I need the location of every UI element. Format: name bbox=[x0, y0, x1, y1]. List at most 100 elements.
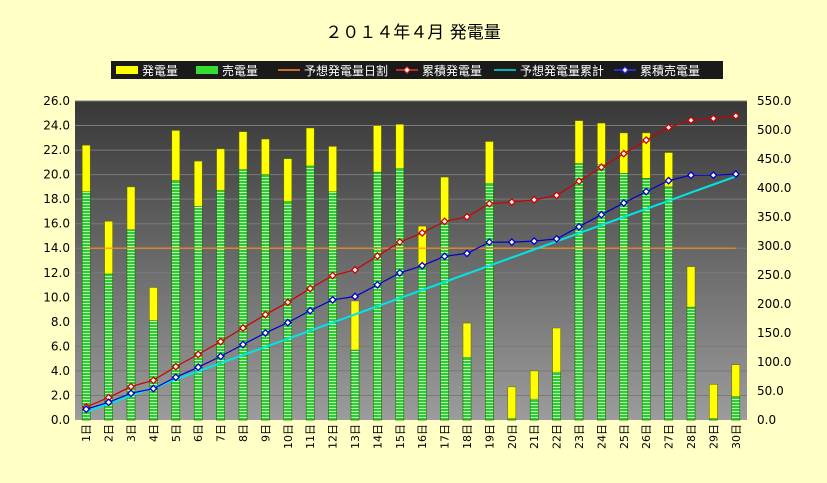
x-tick-label: 27日 bbox=[663, 424, 676, 449]
bar-sold bbox=[395, 168, 405, 421]
bar-sold bbox=[216, 190, 225, 421]
bar-sold bbox=[641, 178, 651, 421]
legend-label: 累積売電量 bbox=[640, 63, 700, 78]
marker-red bbox=[306, 284, 315, 293]
x-tick-label: 2日 bbox=[103, 424, 116, 442]
bar-sold bbox=[731, 396, 741, 421]
marker-red bbox=[194, 350, 203, 359]
line-red bbox=[85, 115, 736, 408]
marker-red bbox=[552, 191, 561, 200]
legend-marker bbox=[621, 66, 629, 74]
marker-red bbox=[507, 197, 516, 207]
right-tick-label: 100.0 bbox=[757, 355, 791, 369]
right-axis: 0.0 50.0 100.0 150.0 200.0 250.0 300.0 350.0 400… bbox=[757, 94, 791, 427]
x-tick-label: 25日 bbox=[618, 424, 631, 449]
bar-sold bbox=[529, 398, 539, 421]
marker-blue bbox=[597, 210, 606, 219]
marker-blue bbox=[440, 252, 449, 261]
right-tick-label: 300.0 bbox=[757, 239, 791, 253]
x-tick-label: 26日 bbox=[640, 424, 653, 449]
marker-blue bbox=[171, 373, 180, 382]
bar-sold bbox=[261, 174, 270, 421]
x-tick-label: 21日 bbox=[528, 424, 541, 449]
bar-sold bbox=[664, 186, 673, 421]
marker-red bbox=[530, 195, 539, 204]
x-tick-label: 17日 bbox=[439, 424, 452, 449]
bar-sold bbox=[149, 320, 158, 421]
x-tick-label: 15日 bbox=[394, 424, 407, 449]
x-tick-label: 3日 bbox=[125, 424, 138, 442]
bar-sold bbox=[440, 220, 449, 421]
marker-red bbox=[261, 310, 270, 319]
bar-sold bbox=[485, 182, 494, 421]
bar-sold bbox=[686, 306, 696, 421]
x-axis: 1日 2日 3日 4日 5日 6日 7日 8日 9日 10日 11日 12日 13日 14日 15日 16日 1… bbox=[80, 424, 743, 449]
x-tick-label: 1日 bbox=[80, 424, 93, 442]
marker-blue bbox=[619, 198, 628, 208]
legend-label: 予想発電量日割 bbox=[304, 63, 388, 78]
right-tick-label: 0.0 bbox=[757, 413, 776, 427]
series-lines bbox=[85, 115, 737, 413]
legend-swatch bbox=[116, 66, 138, 74]
marker-blue bbox=[306, 306, 315, 315]
bar-sold bbox=[283, 201, 293, 421]
x-tick-label: 23日 bbox=[573, 424, 586, 449]
legend-label: 売電量 bbox=[222, 63, 258, 78]
x-tick-label: 13日 bbox=[349, 424, 362, 449]
bar-sold bbox=[574, 163, 584, 421]
x-tick-label: 4日 bbox=[147, 424, 160, 442]
legend-label: 予想発電量累計 bbox=[520, 63, 604, 78]
x-tick-label: 28日 bbox=[685, 424, 698, 449]
marker-red bbox=[485, 199, 494, 208]
left-tick-label: 14.0 bbox=[43, 241, 70, 255]
marker-blue bbox=[731, 169, 740, 179]
right-tick-label: 450.0 bbox=[757, 152, 791, 166]
right-tick-label: 200.0 bbox=[757, 297, 791, 311]
left-tick-label: 22.0 bbox=[43, 143, 70, 157]
marker-red bbox=[149, 376, 158, 385]
marker-blue bbox=[328, 295, 337, 304]
bar-sold bbox=[104, 273, 113, 421]
left-tick-label: 18.0 bbox=[43, 192, 70, 206]
plot-area bbox=[75, 101, 747, 420]
x-tick-label: 8日 bbox=[237, 424, 250, 442]
marker-blue bbox=[238, 340, 248, 349]
marker-blue bbox=[126, 389, 136, 398]
marker-red bbox=[283, 298, 292, 307]
marker-blue bbox=[82, 405, 91, 414]
bar-sold bbox=[709, 418, 718, 421]
bar-sold bbox=[305, 165, 315, 421]
marker-blue bbox=[686, 171, 696, 180]
x-tick-label: 18日 bbox=[461, 424, 474, 449]
marker-red bbox=[619, 149, 628, 158]
marker-blue bbox=[642, 187, 651, 196]
right-tick-label: 500.0 bbox=[757, 123, 791, 137]
marker-blue bbox=[418, 261, 427, 270]
line-blue bbox=[86, 173, 736, 410]
right-tick-label: 150.0 bbox=[757, 326, 791, 340]
x-tick-label: 22日 bbox=[551, 424, 564, 449]
bar-sold bbox=[81, 191, 91, 421]
bar-sold bbox=[597, 164, 606, 421]
left-tick-label: 6.0 bbox=[51, 339, 70, 353]
marker-blue bbox=[104, 398, 113, 407]
right-tick-label: 50.0 bbox=[757, 384, 784, 398]
x-tick-label: 11日 bbox=[304, 424, 317, 449]
x-tick-label: 9日 bbox=[259, 424, 272, 442]
marker-blue bbox=[664, 176, 673, 185]
marker-red bbox=[462, 212, 472, 221]
marker-red bbox=[216, 337, 225, 346]
bar-sold bbox=[462, 357, 472, 421]
series-markers bbox=[82, 111, 740, 414]
marker-red bbox=[328, 271, 337, 280]
x-tick-label: 6日 bbox=[192, 424, 205, 442]
marker-red bbox=[395, 237, 404, 247]
left-tick-label: 4.0 bbox=[51, 364, 70, 378]
marker-blue bbox=[149, 384, 158, 393]
left-tick-label: 0.0 bbox=[51, 413, 70, 427]
x-tick-label: 29日 bbox=[707, 424, 720, 449]
marker-blue bbox=[261, 328, 270, 338]
marker-blue bbox=[216, 352, 225, 361]
marker-blue bbox=[194, 363, 203, 372]
